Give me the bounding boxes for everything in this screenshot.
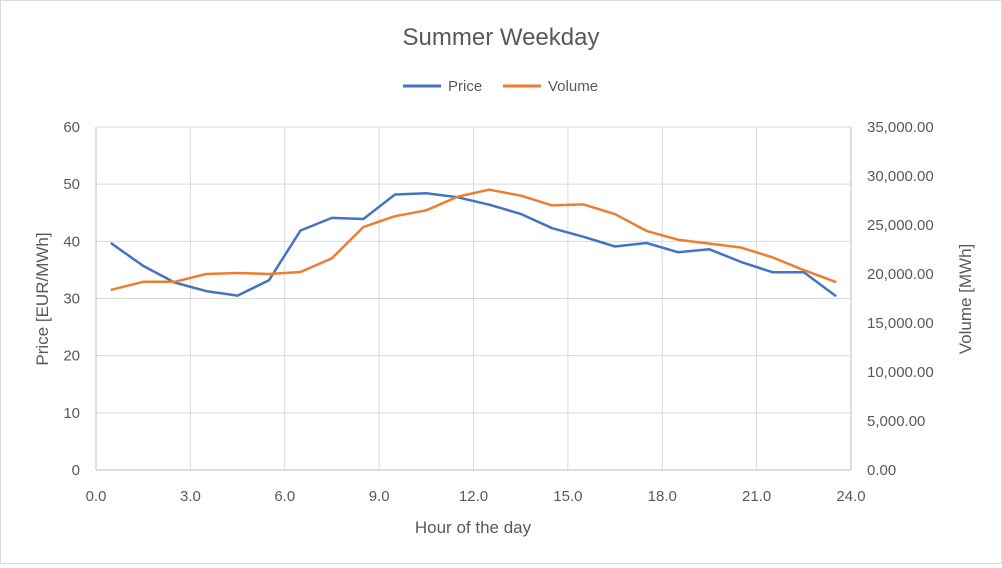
y2-tick-label: 20,000.00 [867,266,934,283]
y-tick-label: 0 [72,462,80,479]
axes [95,127,852,471]
x-tick-label: 12.0 [459,488,488,505]
series-lines [110,188,837,297]
y2-tick-label: 0.00 [867,462,896,479]
x-tick-label: 24.0 [836,488,865,505]
legend: Price Volume [403,78,598,95]
y-tick-label: 50 [63,176,80,193]
y2-tick-label: 30,000.00 [867,168,934,185]
x-tick-label: 9.0 [369,488,390,505]
x-tick-label: 15.0 [553,488,582,505]
x-axis-label: Hour of the day [415,518,532,537]
x-tick-label: 0.0 [86,488,107,505]
x-tick-label: 18.0 [648,488,677,505]
price-series-line [110,192,837,297]
y-tick-label: 60 [63,119,80,136]
y2-tick-label: 35,000.00 [867,119,934,136]
y2-tick-label: 15,000.00 [867,315,934,332]
y-tick-label: 20 [63,348,80,365]
gridlines [95,126,852,471]
x-tick-label: 21.0 [742,488,771,505]
chart-title: Summer Weekday [403,24,600,51]
y-tick-label: 40 [63,233,80,250]
legend-price-label: Price [448,78,482,95]
y-tick-label: 10 [63,405,80,422]
volume-series-line [110,188,837,291]
y2-tick-label: 10,000.00 [867,364,934,381]
x-tick-label: 6.0 [274,488,295,505]
tick-labels: 0.0 3.0 6.0 9.0 12.0 15.0 18.0 21.0 24.0 0 10 20 30 4… [63,119,933,505]
legend-volume-label: Volume [548,78,598,95]
y2-tick-label: 25,000.00 [867,217,934,234]
y-tick-label: 30 [63,291,80,308]
y2-axis-label: Volume [MWh] [956,244,975,355]
y2-tick-label: 5,000.00 [867,413,925,430]
x-tick-label: 3.0 [180,488,201,505]
y-axis-label: Price [EUR/MWh] [33,232,52,365]
